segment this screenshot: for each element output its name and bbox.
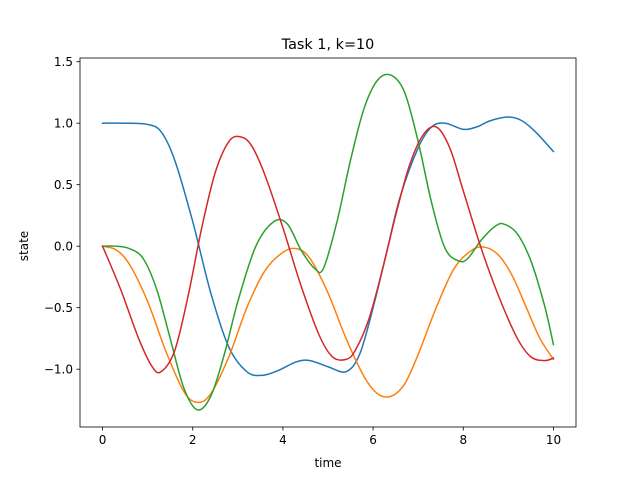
plot-area: 0 2 4 6 8 10 −1.0 −0.5 0.0 0.5 1.0 1.5 bbox=[44, 55, 577, 447]
y-tick-label: 1.0 bbox=[54, 116, 73, 130]
x-axis-label: time bbox=[314, 456, 341, 470]
y-tick-label: 0.5 bbox=[54, 178, 73, 192]
plot-background bbox=[80, 58, 576, 427]
y-tick-label: −0.5 bbox=[44, 301, 73, 315]
chart-title: Task 1, k=10 bbox=[281, 37, 375, 53]
series-line-1 bbox=[101, 116, 555, 377]
series-line-4 bbox=[101, 125, 555, 374]
x-tick-label: 10 bbox=[546, 433, 561, 447]
y-axis-label: state bbox=[17, 231, 31, 261]
y-tick-label: −1.0 bbox=[44, 362, 73, 376]
series-line-2 bbox=[101, 245, 555, 404]
x-tick-label: 8 bbox=[459, 433, 467, 447]
x-tick-label: 0 bbox=[99, 433, 107, 447]
series-line-3 bbox=[101, 73, 555, 411]
x-tick-label: 4 bbox=[279, 433, 287, 447]
y-tick-label: 1.5 bbox=[54, 55, 73, 69]
axes-frame bbox=[79, 57, 577, 428]
x-tick-label: 6 bbox=[369, 433, 377, 447]
x-tick-label: 2 bbox=[189, 433, 197, 447]
y-tick-label: 0.0 bbox=[54, 239, 73, 253]
